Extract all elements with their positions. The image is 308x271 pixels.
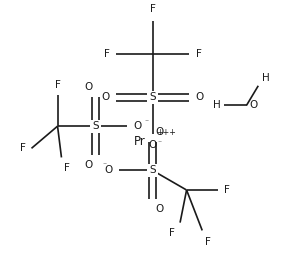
Bar: [148, 91, 158, 104]
Text: F: F: [225, 185, 230, 195]
Text: O: O: [133, 121, 141, 131]
Text: H: H: [262, 73, 270, 83]
Text: O: O: [148, 140, 157, 150]
Text: S: S: [149, 92, 156, 102]
Text: O: O: [84, 82, 93, 92]
Bar: [148, 164, 158, 177]
Text: O: O: [84, 160, 93, 170]
Text: S: S: [149, 166, 156, 176]
Text: F: F: [55, 80, 60, 90]
Bar: [90, 120, 101, 133]
Text: H: H: [213, 100, 221, 110]
Text: F: F: [104, 50, 110, 59]
Text: O: O: [101, 92, 110, 102]
Text: O: O: [249, 100, 257, 110]
Text: O: O: [155, 204, 164, 214]
Text: O: O: [155, 127, 164, 137]
Text: F: F: [196, 50, 201, 59]
Text: O: O: [196, 92, 204, 102]
Text: ⁻: ⁻: [158, 139, 162, 148]
Text: F: F: [20, 143, 26, 153]
Text: +++: +++: [156, 128, 176, 137]
Text: F: F: [205, 237, 211, 247]
Text: ⁻: ⁻: [103, 160, 107, 169]
Text: O: O: [104, 166, 112, 176]
Text: F: F: [64, 163, 70, 173]
Text: ⁻: ⁻: [144, 118, 148, 127]
Text: F: F: [150, 4, 156, 14]
Text: S: S: [92, 121, 99, 131]
Text: Pr: Pr: [134, 135, 146, 148]
Text: F: F: [169, 228, 175, 238]
